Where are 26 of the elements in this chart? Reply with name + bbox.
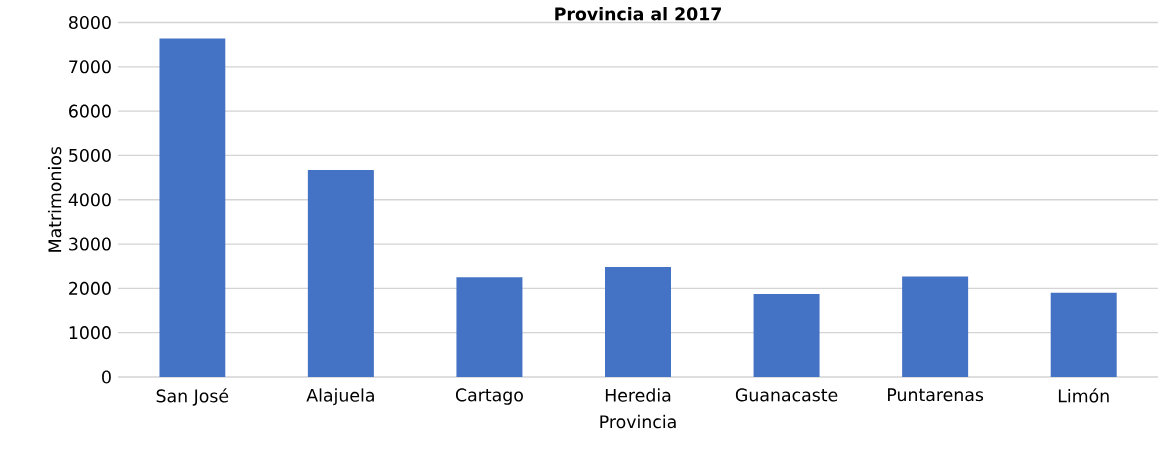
y-tick-label: 7000	[69, 60, 111, 74]
x-tick-label: Limón	[1058, 388, 1109, 403]
bar	[605, 267, 671, 377]
x-tick-label: San José	[156, 388, 229, 406]
y-tick-label: 5000	[69, 148, 111, 162]
bar	[159, 38, 226, 377]
x-axis-title: Provincia	[600, 414, 676, 429]
y-tick-label: 0	[102, 370, 111, 384]
chart-title: Provincia al 2017	[555, 7, 721, 21]
y-tick-label: 8000	[69, 15, 111, 30]
x-tick-label: Alajuela	[306, 388, 374, 406]
y-tick-label: 2000	[69, 281, 111, 295]
bar	[753, 294, 820, 377]
x-tick-label: Puntarenas	[888, 388, 984, 402]
y-tick-label: 3000	[69, 237, 111, 251]
bar	[902, 276, 969, 377]
x-tick-label: Guanacaste	[735, 388, 838, 402]
y-axis-title: Matrimonios	[47, 146, 62, 252]
y-tick-label: 4000	[68, 193, 111, 207]
x-tick-label: Cartago	[455, 388, 523, 405]
bar	[1050, 292, 1117, 377]
bar	[307, 170, 374, 377]
y-tick-label: 6000	[69, 104, 111, 118]
bar	[456, 277, 523, 377]
y-tick-label: 1000	[69, 326, 111, 340]
x-tick-label: Heredia	[605, 388, 671, 402]
